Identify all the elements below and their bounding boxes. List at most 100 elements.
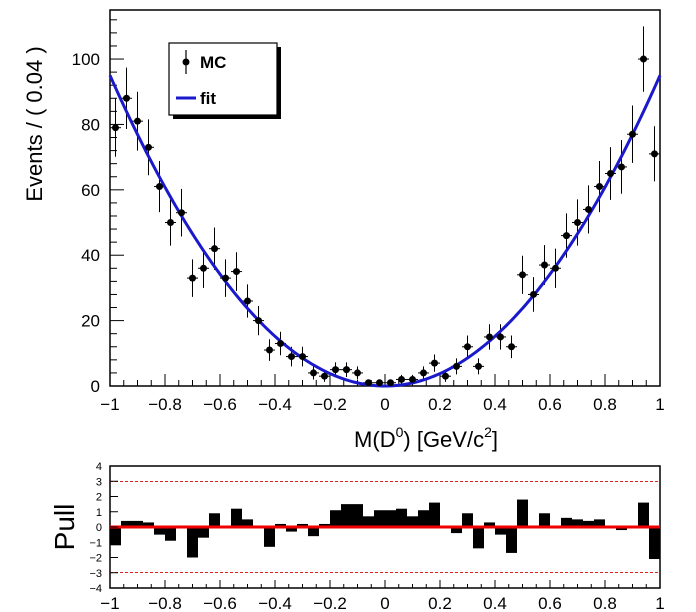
data-point — [288, 353, 295, 361]
data-point — [398, 375, 405, 383]
pull-bar — [363, 516, 374, 527]
pull-y-tick-label: −2 — [89, 553, 102, 565]
pull-y-tick-label: −4 — [89, 583, 102, 595]
pull-bar — [297, 523, 308, 527]
pull-bar — [561, 517, 572, 527]
pull-y-tick-label: 0 — [96, 522, 102, 534]
pull-bar — [572, 519, 583, 527]
data-point — [211, 245, 218, 253]
pull-bar — [154, 527, 165, 535]
data-point — [530, 290, 537, 298]
data-point — [178, 209, 185, 217]
pull-bar — [539, 513, 550, 527]
data-point — [431, 359, 438, 367]
data-point — [156, 183, 163, 191]
pull-x-tick-label: −0.2 — [313, 594, 347, 612]
data-point — [387, 379, 394, 387]
x-axis-title: M(D0) [GeV/c2] — [354, 424, 498, 452]
pull-bar — [352, 504, 363, 527]
data-point — [629, 130, 636, 138]
data-point — [497, 333, 504, 341]
pull-bar — [583, 520, 594, 527]
pull-bar — [396, 508, 407, 527]
main-x-tick-label: 0 — [380, 395, 389, 414]
data-point — [343, 366, 350, 374]
data-point — [574, 219, 581, 227]
pull-bar — [374, 510, 385, 527]
data-point — [453, 362, 460, 370]
y-axis-title: Events / ( 0.04 ) — [22, 46, 47, 201]
data-point — [321, 372, 328, 380]
main-y-tick-label: 60 — [81, 181, 100, 200]
legend-entry-mc: MC — [182, 50, 226, 74]
main-x-tick-label: −1 — [100, 395, 119, 414]
main-x-tick-label: 0.4 — [483, 395, 507, 414]
data-point — [409, 375, 416, 383]
data-point — [112, 124, 119, 132]
pull-x-tick-label: 0.8 — [593, 594, 617, 612]
main-y-tick-label: 80 — [81, 115, 100, 134]
pull-bar — [506, 527, 517, 553]
legend: MC fit — [168, 42, 281, 119]
legend-box — [168, 42, 278, 116]
pull-bar — [198, 527, 209, 538]
pull-y-tick-label: 2 — [96, 492, 102, 504]
data-point — [123, 94, 130, 102]
data-point — [640, 55, 647, 63]
pull-bar — [143, 522, 154, 527]
pull-x-tick-label: 1 — [655, 594, 664, 612]
data-point — [222, 274, 229, 282]
pull-bar — [319, 523, 330, 527]
pull-x-tick-label: 0 — [380, 594, 389, 612]
legend-mc-label: MC — [200, 53, 226, 72]
data-points — [112, 55, 658, 387]
pull-bar — [462, 513, 473, 527]
data-point — [277, 339, 284, 347]
pull-x-tick-label: −1 — [100, 594, 119, 612]
pull-bar — [517, 499, 528, 527]
main-y-tick-label: 0 — [91, 377, 100, 396]
data-point — [244, 297, 251, 305]
data-point — [563, 232, 570, 240]
main-x-tick-label: 0.8 — [593, 395, 617, 414]
data-point — [310, 369, 317, 377]
data-point — [519, 271, 526, 279]
pull-bar — [341, 504, 352, 527]
data-point — [464, 343, 471, 351]
main-y-tick-label: 100 — [72, 50, 100, 69]
pull-bar — [242, 519, 253, 527]
pull-bar — [473, 527, 484, 549]
data-point — [354, 369, 361, 377]
pull-y-tick-label: 1 — [96, 507, 102, 519]
pull-bar — [616, 527, 627, 531]
main-x-tick-label: −0.6 — [203, 395, 237, 414]
data-point — [233, 268, 240, 276]
legend-fit-label: fit — [200, 89, 216, 108]
main-x-tick-label: 1 — [655, 395, 664, 414]
data-point — [596, 183, 603, 191]
pull-x-ticks: −1 −0.8 −0.6 −0.4 −0.2 0 0.2 0.4 0.6 0.8 1 — [100, 580, 665, 612]
pull-y-tick-label: 4 — [96, 461, 102, 473]
pull-bar — [484, 522, 495, 527]
pull-y-tick-label: −3 — [89, 568, 102, 580]
data-point — [420, 369, 427, 377]
pull-bar — [385, 510, 396, 527]
data-point — [332, 366, 339, 374]
main-y-tick-label: 40 — [81, 246, 100, 265]
main-y-ticks: 0 20 40 60 80 100 — [72, 19, 124, 396]
main-x-tick-label: 0.6 — [538, 395, 562, 414]
data-point — [200, 264, 207, 272]
pull-bar — [638, 502, 649, 527]
data-point — [167, 219, 174, 227]
pull-bar — [231, 508, 242, 527]
pull-x-tick-label: −0.8 — [148, 594, 182, 612]
main-plot: −1 −0.8 −0.6 −0.4 −0.2 0 0.2 0.4 0.6 0.8 1 0 20 40 60… — [22, 9, 665, 452]
pull-x-tick-label: −0.4 — [258, 594, 292, 612]
pull-axis-title: Pull — [49, 504, 80, 551]
data-point — [618, 163, 625, 171]
pull-bar — [110, 527, 121, 546]
main-x-tick-label: 0.2 — [428, 395, 452, 414]
pull-bar — [495, 527, 506, 535]
legend-mc-marker — [182, 58, 190, 66]
data-point — [266, 346, 273, 354]
